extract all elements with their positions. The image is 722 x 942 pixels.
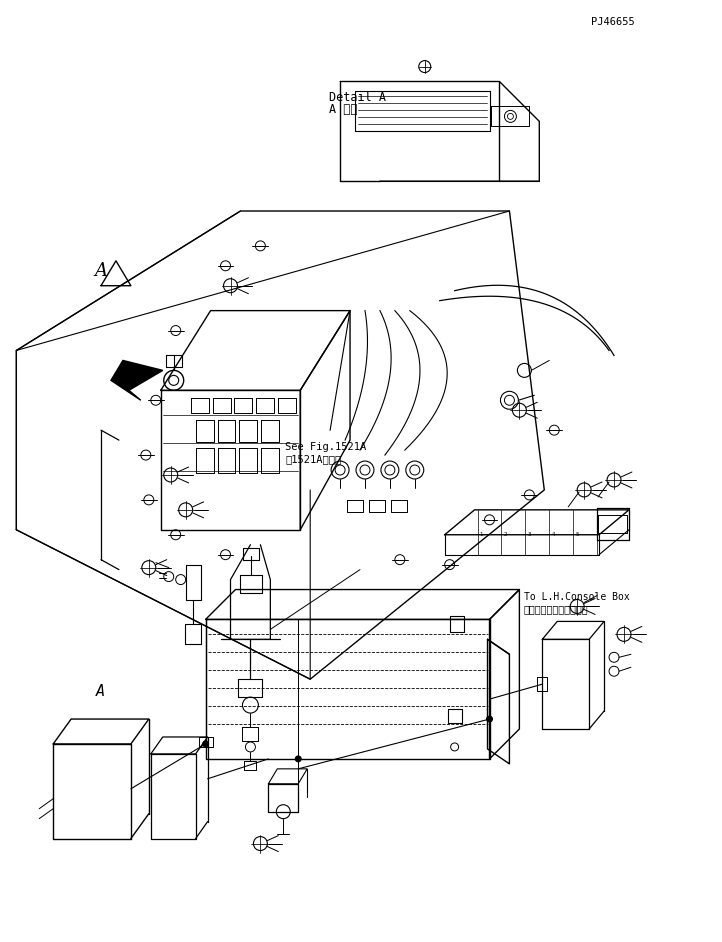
Circle shape bbox=[487, 716, 492, 722]
Text: Detail A: Detail A bbox=[329, 91, 386, 104]
Text: A: A bbox=[95, 262, 108, 280]
Text: A 詳細: A 詳細 bbox=[329, 104, 357, 116]
Text: 1: 1 bbox=[480, 532, 483, 537]
Text: 第1521A図参照: 第1521A図参照 bbox=[285, 454, 342, 463]
Text: 2: 2 bbox=[504, 532, 507, 537]
Text: 3: 3 bbox=[528, 532, 531, 537]
Polygon shape bbox=[111, 361, 162, 400]
Text: A: A bbox=[96, 684, 105, 699]
Text: 5: 5 bbox=[575, 532, 579, 537]
Text: 4: 4 bbox=[552, 532, 555, 537]
Circle shape bbox=[203, 741, 209, 747]
Text: To L.H.Console Box: To L.H.Console Box bbox=[523, 592, 630, 602]
Text: PJ46655: PJ46655 bbox=[591, 18, 635, 27]
Text: See Fig.1521A: See Fig.1521A bbox=[285, 442, 367, 451]
Text: 左コンソールボックスへ: 左コンソールボックスへ bbox=[523, 604, 588, 614]
Circle shape bbox=[295, 755, 301, 762]
